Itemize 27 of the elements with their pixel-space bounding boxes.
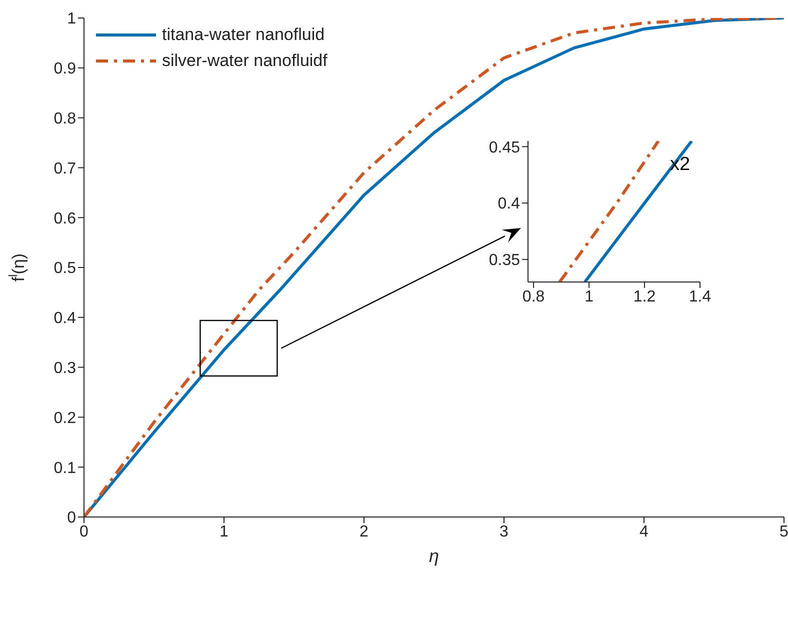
y-tick-label: 0.45 bbox=[488, 139, 520, 156]
y-tick-label: 0.1 bbox=[54, 460, 76, 477]
x-tick-label: 5 bbox=[780, 523, 788, 540]
x-tick-label: 1 bbox=[220, 523, 229, 540]
x-tick-label: 3 bbox=[500, 523, 509, 540]
y-tick-label: 0.5 bbox=[54, 260, 76, 278]
y-tick-label: 0 bbox=[67, 510, 76, 527]
y-tick-label: 0.3 bbox=[54, 360, 76, 377]
legend-label: silver-water nanofluidf bbox=[162, 51, 328, 71]
y-tick-label: 0.2 bbox=[54, 410, 76, 427]
legend-label: titana-water nanofluid bbox=[162, 25, 325, 45]
x-tick-label: 0.8 bbox=[522, 288, 545, 306]
x-tick-label: 0 bbox=[80, 523, 89, 540]
x-tick-label: 1 bbox=[584, 288, 594, 306]
y-tick-label: 0.35 bbox=[488, 252, 520, 270]
x-tick-label: 1.4 bbox=[688, 288, 712, 306]
y-tick-label: 0.4 bbox=[54, 310, 76, 328]
y-tick-label: 0.6 bbox=[54, 210, 76, 228]
x-tick-label: 2 bbox=[360, 523, 369, 540]
x-axis-title: η bbox=[429, 546, 439, 566]
y-tick-label: 0.9 bbox=[54, 60, 76, 78]
y-tick-label: 0.7 bbox=[54, 160, 76, 178]
x-tick-label: 4 bbox=[640, 523, 649, 540]
y-tick-label: 1 bbox=[67, 10, 76, 28]
y-tick-label: 0.4 bbox=[498, 196, 520, 213]
y-tick-label: 0.8 bbox=[54, 110, 76, 128]
x-tick-label: 1.2 bbox=[633, 288, 656, 306]
